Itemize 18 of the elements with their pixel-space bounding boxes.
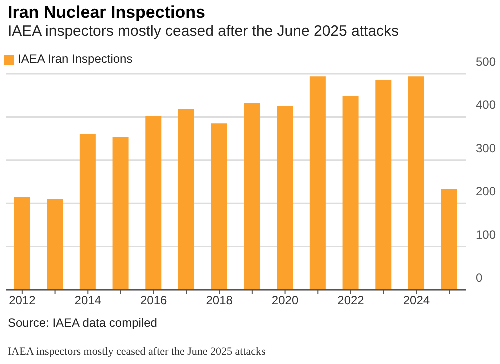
y-tick-label: 300 <box>476 141 496 156</box>
x-tick-label: 2016 <box>140 294 168 308</box>
y-tick-label: 200 <box>476 184 496 199</box>
y-tick-label: 500 <box>476 55 496 69</box>
x-tick-label: 2012 <box>9 294 36 308</box>
legend-label: IAEA Iran Inspections <box>18 52 133 66</box>
x-tick-label: 2024 <box>403 294 430 308</box>
text: IAEA inspectors mostly ceased after the June 2025 attacks <box>8 346 266 358</box>
source-note: Source: IAEA data compiled <box>8 316 158 330</box>
x-tick-label: 2022 <box>338 294 365 308</box>
x-tick-label: 2014 <box>74 294 102 308</box>
y-tick-label: 100 <box>476 228 496 242</box>
x-tick-label: 2018 <box>206 294 234 308</box>
y-tick-label: 400 <box>476 98 496 112</box>
x-tick-label: 2020 <box>272 294 299 308</box>
y-tick-label: 0 <box>476 271 483 285</box>
chart-title: Iran Nuclear Inspections <box>8 3 206 23</box>
chart-subtitle: IAEA inspectors mostly ceased after the June 2025 attacks <box>8 23 400 40</box>
